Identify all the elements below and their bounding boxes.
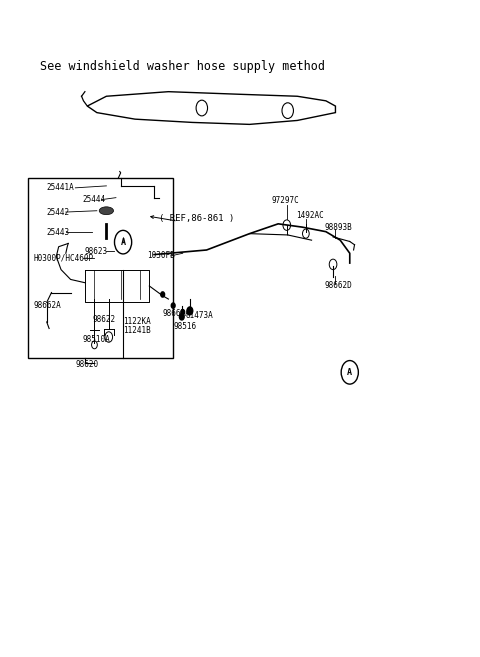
Text: 97297C: 97297C — [271, 196, 299, 206]
Circle shape — [181, 309, 185, 315]
Text: 98662A: 98662A — [163, 309, 191, 318]
Text: A: A — [120, 238, 126, 246]
Text: 11241B: 11241B — [123, 326, 151, 335]
Circle shape — [171, 303, 175, 308]
Polygon shape — [87, 92, 336, 124]
Text: ( REF,86-861 ): ( REF,86-861 ) — [159, 214, 234, 223]
Text: 1122KA: 1122KA — [123, 317, 151, 327]
Text: 98620: 98620 — [75, 360, 98, 369]
Text: 81473A: 81473A — [185, 311, 213, 320]
Text: 98516: 98516 — [173, 322, 196, 331]
Circle shape — [187, 307, 193, 315]
Text: See windshield washer hose supply method: See windshield washer hose supply method — [39, 60, 324, 73]
Text: A: A — [347, 368, 352, 377]
Text: 98662A: 98662A — [34, 301, 61, 310]
Text: 98662D: 98662D — [324, 281, 352, 290]
Text: 98623: 98623 — [85, 247, 108, 256]
Bar — [28, 178, 173, 358]
Text: 98622: 98622 — [92, 315, 115, 325]
Text: 25441A: 25441A — [47, 183, 74, 193]
Text: 98510A: 98510A — [83, 335, 110, 344]
Text: 25442: 25442 — [47, 208, 70, 217]
Ellipse shape — [99, 207, 114, 215]
Text: H0300P/HC460P: H0300P/HC460P — [34, 254, 94, 263]
Circle shape — [161, 292, 165, 297]
Text: 25443: 25443 — [47, 228, 70, 237]
Text: 25444: 25444 — [83, 195, 106, 204]
Text: 98893B: 98893B — [324, 223, 352, 232]
Circle shape — [180, 313, 184, 320]
Text: 1492AC: 1492AC — [296, 212, 324, 221]
Text: 1030FB: 1030FB — [147, 252, 175, 260]
